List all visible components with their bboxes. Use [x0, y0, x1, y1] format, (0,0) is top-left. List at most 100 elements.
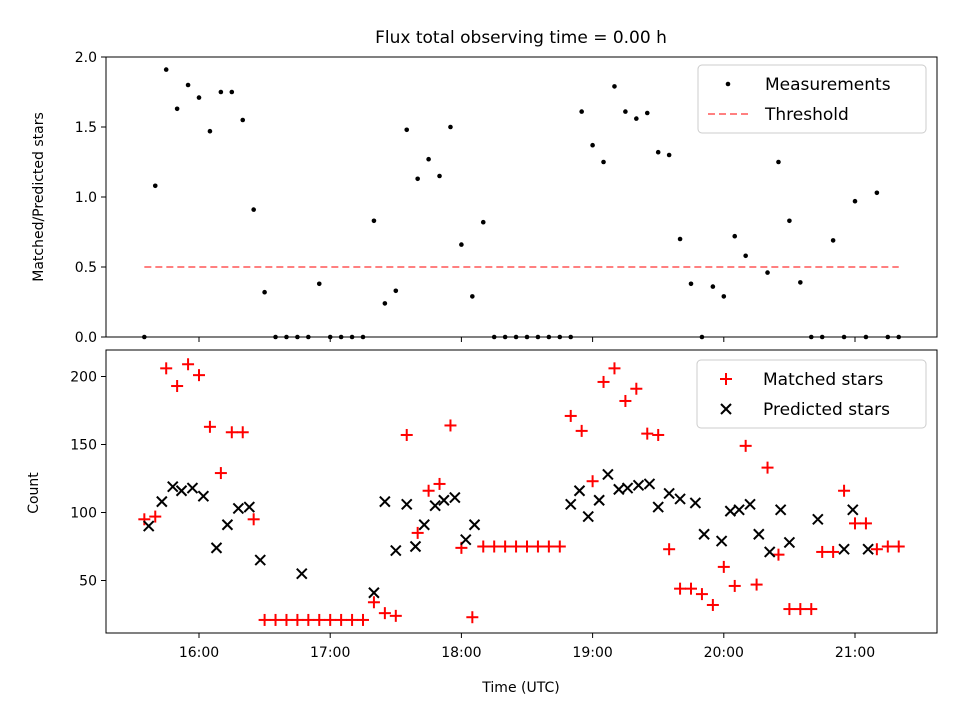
measurement-point — [163, 67, 169, 72]
x-b — [296, 567, 308, 580]
predicted-stars-point — [254, 554, 266, 566]
measurement-point — [732, 233, 738, 239]
predicted-stars-point — [390, 544, 402, 557]
predicted-stars-point — [602, 468, 614, 481]
predicted-stars-point — [744, 498, 756, 511]
top-ylabel: Matched/Predicted stars — [31, 112, 47, 282]
matched-stars-point — [313, 613, 326, 626]
predicted-stars-point — [733, 504, 745, 516]
x-b — [862, 543, 874, 555]
measurement-point — [666, 152, 672, 158]
measurement-point — [185, 82, 191, 88]
x-b — [409, 540, 422, 553]
bottom-legend: Matched stars Predicted stars — [696, 359, 927, 429]
x-b — [613, 483, 625, 496]
x-b — [744, 498, 756, 511]
bottom-yticks: 50 100 150 200 — [70, 370, 106, 590]
top-legend-box — [697, 64, 927, 134]
predicted-stars-point — [643, 478, 656, 490]
matched-stars-point — [149, 510, 162, 523]
measurement-point — [174, 106, 180, 112]
matched-stars-point — [291, 613, 304, 626]
matched-stars-point — [849, 517, 861, 530]
matched-stars-point — [663, 543, 676, 556]
predicted-stars-point — [783, 536, 796, 549]
predicted-stars-point — [862, 543, 874, 555]
predicted-stars-point — [663, 487, 675, 500]
matched-stars-point — [739, 439, 752, 452]
matched-stars-point — [838, 484, 851, 497]
predicted-stars-point — [186, 482, 199, 494]
top-ytick-label: 0.5 — [75, 260, 97, 276]
measurement-point — [480, 219, 486, 225]
measurement-point — [470, 294, 475, 299]
matched-stars-point — [225, 426, 238, 439]
x-b — [753, 528, 765, 540]
x-b — [774, 504, 787, 516]
bottom-ylabel: Count — [26, 472, 42, 514]
x-b — [698, 528, 710, 540]
bottom-xtick-label: 21:00 — [835, 645, 875, 661]
measurement-point — [240, 117, 246, 123]
x-b — [221, 519, 234, 531]
predicted-stars-point — [582, 510, 594, 523]
bottom-xtick-label: 17:00 — [310, 645, 350, 661]
measurement-point — [776, 159, 781, 165]
predicted-stars-point — [468, 519, 481, 531]
x-b — [643, 478, 656, 490]
matched-stars-point — [138, 513, 151, 526]
x-b — [142, 520, 155, 532]
predicted-stars-point — [243, 501, 256, 513]
matched-stars-point — [324, 613, 337, 626]
x-b — [379, 495, 391, 508]
matched-stars-point — [706, 598, 719, 611]
predicted-stars-point — [221, 519, 234, 531]
x-b — [175, 485, 188, 497]
matched-stars-point — [674, 582, 687, 595]
top-yticks: 0.0 0.5 1.0 1.5 2.0 — [75, 50, 106, 346]
x-b — [254, 554, 266, 566]
matched-stars-point — [728, 579, 741, 592]
matched-stars-point — [389, 609, 402, 622]
predicted-stars-point — [674, 493, 686, 505]
measurement-point — [601, 159, 606, 165]
x-b — [573, 485, 586, 497]
measurement-point — [612, 84, 617, 89]
legend-measurements-label: Measurements — [765, 75, 891, 95]
matched-stars-point — [466, 611, 479, 624]
measurement-point — [688, 281, 694, 287]
x-b — [167, 480, 179, 493]
matched-stars-point — [193, 369, 205, 382]
measurement-point — [207, 128, 213, 134]
predicted-stars-point — [418, 519, 430, 531]
matched-stars-point — [357, 613, 369, 626]
predicted-stars-point — [774, 504, 787, 516]
x-b — [582, 510, 594, 523]
x-b — [812, 513, 824, 526]
x-b — [593, 494, 605, 506]
x-b — [764, 546, 776, 558]
top-ytick-label: 1.0 — [75, 190, 97, 206]
matched-stars-point — [203, 420, 216, 433]
predicted-stars-point — [847, 504, 859, 516]
matched-stars-point — [247, 513, 260, 526]
bottom-axes-frame — [105, 349, 938, 634]
matched-stars-point — [794, 603, 807, 616]
predicted-stars-point — [401, 498, 413, 511]
top-axes-frame — [105, 56, 938, 338]
top-title: Flux total observing time = 0.00 h — [375, 28, 667, 48]
measurement-point — [415, 176, 420, 182]
predicted-stars-point — [409, 540, 422, 553]
x-b — [847, 504, 859, 516]
matched-stars-point — [411, 526, 424, 539]
matched-stars-point — [695, 588, 708, 601]
predicted-stars-point — [724, 505, 737, 517]
x-b — [438, 494, 450, 506]
x-b — [401, 498, 413, 511]
matched-stars-point — [619, 394, 632, 407]
measurement-point — [152, 183, 158, 189]
measurement-point — [371, 218, 377, 224]
bottom-legend-box — [696, 359, 927, 429]
matched-stars-point — [827, 545, 840, 558]
x-b — [449, 491, 461, 504]
